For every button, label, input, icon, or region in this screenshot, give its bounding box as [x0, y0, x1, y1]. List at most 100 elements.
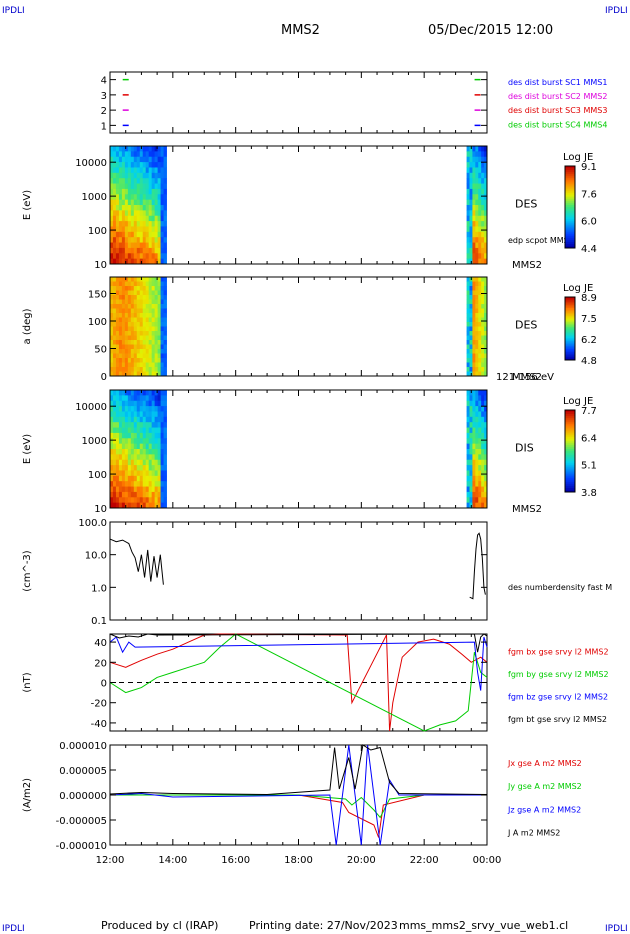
spectrogram-cell [115, 317, 120, 323]
spectrogram-cell [481, 151, 485, 158]
spectrogram-cell [469, 151, 473, 158]
spectrogram-cell [139, 349, 144, 354]
spectrogram-cell [478, 331, 482, 336]
spectrogram-cell [157, 215, 161, 222]
corner-label-top-right: IPDLI [605, 6, 628, 16]
spectrogram-cell [151, 406, 156, 412]
panel-6-legend-3: J A m2 MMS2 [507, 829, 560, 838]
spectrogram-cell [148, 205, 153, 211]
spectrogram-cell [157, 449, 161, 455]
spectrogram-cell [475, 362, 479, 368]
spectrogram-cell [110, 331, 114, 336]
colorbar-cell [565, 182, 575, 185]
spectrogram-cell [478, 454, 482, 461]
spectrogram-cell [136, 395, 141, 402]
spectrogram-cell [124, 470, 129, 477]
spectrogram-cell [478, 221, 482, 227]
spectrogram-cell [133, 162, 138, 168]
spectrogram-cell [110, 172, 114, 179]
spectrogram-cell [160, 353, 164, 359]
spectrogram-cell [466, 497, 470, 504]
spectrogram-cell [466, 502, 470, 509]
spectrogram-cell [124, 481, 129, 487]
colorbar-cell [565, 319, 575, 322]
spectrogram-cell [139, 406, 144, 412]
spectrogram-cell [466, 151, 470, 158]
spectrogram-cell [157, 486, 161, 493]
spectrogram-cell [472, 156, 476, 163]
spectrogram-cell [139, 400, 144, 407]
spectrogram-cell [115, 194, 120, 201]
spectrogram-cell [145, 475, 150, 482]
spectrogram-cell [163, 178, 167, 184]
spectrogram-cell [118, 295, 123, 300]
spectrogram-cell [151, 443, 156, 450]
spectrogram-cell [142, 146, 147, 152]
spectrogram-cell [127, 308, 132, 314]
spectrogram-cell [130, 210, 135, 217]
spectrogram-cell [112, 183, 117, 190]
spectrogram-cell [157, 497, 161, 504]
spectrogram-cell [481, 486, 485, 493]
spectrogram-cell [148, 481, 153, 487]
spectrogram-cell [115, 146, 120, 152]
spectrogram-cell [142, 497, 147, 504]
spectrogram-cell [481, 258, 485, 265]
spectrogram-cell [484, 344, 488, 350]
spectrogram-cell [121, 299, 126, 305]
spectrogram-cell [127, 449, 132, 455]
spectrogram-cell [121, 411, 126, 418]
spectrogram-cell [124, 358, 129, 363]
spectrogram-cell [466, 353, 470, 359]
spectrogram-cell [139, 299, 144, 305]
spectrogram-cell [121, 502, 126, 509]
spectrogram-cell [110, 491, 114, 498]
spectrogram-cell [110, 475, 114, 482]
spectrogram-cell [136, 475, 141, 482]
spectrogram-cell [151, 183, 156, 190]
spectrogram-cell [469, 362, 473, 368]
spectrogram-cell [160, 335, 164, 341]
spectrogram-cell [472, 491, 476, 498]
spectrogram-cell [127, 358, 132, 363]
spectrogram-cell [160, 199, 164, 206]
panel-2-ytick-label: 150 [88, 290, 107, 301]
spectrogram-cell [145, 331, 150, 336]
spectrogram-cell [481, 290, 485, 296]
spectrogram-cell [484, 231, 488, 238]
spectrogram-cell [121, 395, 126, 402]
produced-by: Produced by cl (IRAP) [101, 919, 219, 932]
spectrogram-cell [133, 156, 138, 163]
spectrogram-cell [115, 486, 120, 493]
spectrogram-cell [115, 253, 120, 260]
spectrogram-cell [130, 295, 135, 300]
spectrogram-cell [145, 335, 150, 341]
colorbar-cell [565, 355, 575, 358]
spectrogram-cell [472, 210, 476, 217]
spectrogram-cell [148, 340, 153, 345]
spectrogram-cell [112, 335, 117, 341]
spectrogram-cell [124, 502, 129, 509]
spectrogram-cell [469, 406, 473, 412]
spectrogram-cell [484, 349, 488, 354]
spectrogram-cell [145, 443, 150, 450]
spectrogram-cell [472, 344, 476, 350]
spectrogram-cell [130, 205, 135, 211]
spectrogram-cell [466, 416, 470, 423]
spectrogram-cell [118, 406, 123, 412]
spectrogram-cell [127, 237, 132, 243]
spectrogram-cell [124, 210, 129, 217]
spectrogram-cell [142, 313, 147, 318]
spectrogram-cell [112, 422, 117, 428]
spectrogram-cell [130, 422, 135, 428]
spectrogram-cell [151, 470, 156, 477]
spectrogram-cell [484, 162, 488, 168]
spectrogram-cell [142, 156, 147, 163]
spectrogram-cell [163, 281, 167, 287]
spectrogram-cell [124, 443, 129, 450]
spectrogram-cell [110, 188, 114, 195]
spectrogram-cell [160, 308, 164, 314]
spectrogram-cell [121, 344, 126, 350]
spectrogram-cell [466, 281, 470, 287]
spectrogram-cell [475, 226, 479, 233]
